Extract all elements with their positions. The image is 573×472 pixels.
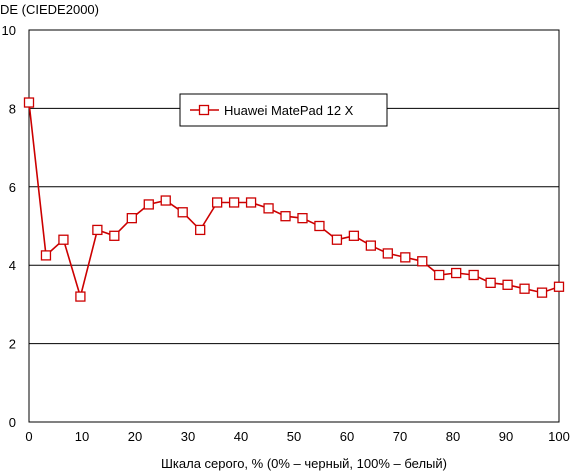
y-tick-label: 6 <box>9 180 16 195</box>
data-point <box>382 248 393 259</box>
x-tick-label: 70 <box>393 429 407 444</box>
data-point <box>40 250 52 261</box>
x-tick-label: 40 <box>234 429 248 444</box>
data-point <box>417 256 428 267</box>
x-axis-ticks: 0 10 20 30 40 50 60 70 80 90 100 <box>25 429 569 444</box>
x-tick-label: 90 <box>499 429 513 444</box>
data-point <box>92 224 103 236</box>
data-point <box>263 203 274 214</box>
x-tick-label: 60 <box>340 429 354 444</box>
data-point <box>348 230 360 241</box>
data-point <box>297 213 308 224</box>
data-point <box>434 269 445 281</box>
data-point <box>365 240 377 251</box>
data-point <box>195 224 206 236</box>
data-point <box>331 234 343 245</box>
data-point <box>502 279 513 290</box>
data-point <box>177 207 188 218</box>
x-tick-label: 80 <box>446 429 460 444</box>
y-tick-label: 4 <box>9 258 16 273</box>
x-tick-label: 0 <box>25 429 32 444</box>
y-axis-title: DE (CIEDE2000) <box>0 2 99 17</box>
data-point <box>58 234 69 245</box>
x-axis-title: Шкала серого, % (0% – черный, 100% – бел… <box>161 456 447 471</box>
data-point <box>143 199 154 210</box>
y-axis-ticks: 0 2 4 6 8 10 <box>2 23 16 430</box>
data-point <box>536 287 548 298</box>
data-point <box>228 197 240 208</box>
y-tick-label: 8 <box>9 101 16 116</box>
data-point <box>519 283 530 294</box>
series-line <box>28 102 560 300</box>
data-point <box>400 252 411 263</box>
x-tick-label: 10 <box>75 429 89 444</box>
y-tick-label: 2 <box>9 337 16 352</box>
grid <box>29 107 559 345</box>
data-point <box>245 197 257 208</box>
data-point <box>126 213 137 224</box>
data-point <box>75 291 86 302</box>
legend: Huawei MatePad 12 X <box>179 93 388 127</box>
data-point <box>485 277 496 288</box>
data-point <box>280 211 291 222</box>
data-point <box>160 195 171 206</box>
x-tick-label: 20 <box>128 429 142 444</box>
data-point <box>553 281 565 292</box>
x-tick-label: 50 <box>287 429 301 444</box>
data-point <box>314 220 325 232</box>
data-point <box>23 97 35 108</box>
legend-label: Huawei MatePad 12 X <box>224 103 354 118</box>
data-point <box>109 230 120 241</box>
data-point <box>211 197 223 208</box>
data-point <box>468 269 479 281</box>
y-tick-label: 10 <box>2 23 16 38</box>
series-layer <box>23 97 565 302</box>
x-tick-label: 100 <box>548 429 570 444</box>
plot-area-frame <box>28 29 560 423</box>
x-tick-label: 30 <box>181 429 195 444</box>
legend-marker-swatch <box>198 104 210 116</box>
data-point <box>451 267 462 279</box>
y-tick-label: 0 <box>9 415 16 430</box>
